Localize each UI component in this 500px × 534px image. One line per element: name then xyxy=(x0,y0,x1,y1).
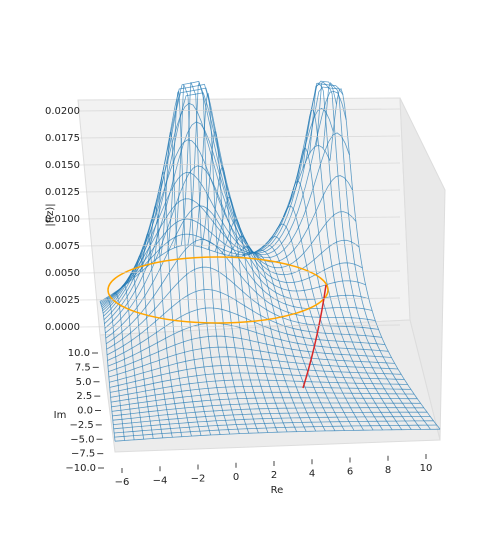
surface-wireframe xyxy=(99,80,441,442)
wire-line xyxy=(329,87,441,430)
wire-line xyxy=(108,346,395,378)
x-axis-label: Re xyxy=(271,485,284,496)
z-tick-label: 0.0150 xyxy=(45,160,80,171)
x-tick-label: −6 xyxy=(115,477,130,488)
wire-line xyxy=(235,246,307,432)
wire-line xyxy=(110,379,408,398)
z-axis-label: |f(z)| xyxy=(45,203,56,226)
path-curve xyxy=(302,284,327,389)
wire-line xyxy=(114,428,441,442)
x-tick-label: 10 xyxy=(420,463,433,474)
wire-line xyxy=(221,219,288,433)
y-tick-label: −10.0 xyxy=(65,463,96,474)
x-tick-label: 4 xyxy=(309,468,315,479)
wire-line xyxy=(113,411,428,425)
x-tick-label: 6 xyxy=(347,467,353,478)
wire-line xyxy=(316,81,422,430)
wire-line xyxy=(322,82,431,430)
wire-line xyxy=(114,420,434,434)
y-tick-label: −7.5 xyxy=(71,449,95,460)
wire-line xyxy=(248,252,326,432)
z-grid-line xyxy=(79,108,401,112)
z-tick-label: 0.0125 xyxy=(45,187,80,198)
x-tick-label: 0 xyxy=(233,472,239,483)
wire-line xyxy=(107,322,389,367)
wire-line xyxy=(113,416,431,430)
y-axis-label: Im xyxy=(54,410,67,421)
z-grid-line xyxy=(79,324,401,328)
z-grid-line xyxy=(79,216,401,220)
z-grid-line xyxy=(79,162,401,166)
z-tick-label: 0.0175 xyxy=(45,133,80,144)
z-tick-label: 0.0050 xyxy=(45,268,80,279)
x-tick-label: 8 xyxy=(385,465,391,476)
y-tick-label: 7.5 xyxy=(75,362,91,373)
y-tick-label: −5.0 xyxy=(70,434,94,445)
z-tick-label: 0.0200 xyxy=(45,106,80,117)
wire-line xyxy=(295,148,393,431)
wire-line xyxy=(109,364,402,388)
z-tick-label: 0.0000 xyxy=(45,322,80,333)
z-tick-label: 0.0100 xyxy=(45,214,80,225)
wire-line xyxy=(110,385,411,403)
wire-line xyxy=(289,180,383,431)
z-tick-label: 0.0075 xyxy=(45,241,80,252)
z-tick-label: 0.0025 xyxy=(45,295,80,306)
wire-line xyxy=(107,307,386,361)
wire-line xyxy=(112,407,424,421)
wire-line xyxy=(268,236,355,431)
wire-line xyxy=(114,424,437,438)
z-grid-line xyxy=(79,189,401,193)
wire-line xyxy=(275,223,364,431)
x-tick-label: −4 xyxy=(153,475,168,486)
z-grid-line xyxy=(79,135,401,139)
wire-line xyxy=(255,249,336,431)
wire-line xyxy=(262,244,345,431)
z-grid-line xyxy=(79,243,401,247)
y-tick-label: 5.0 xyxy=(76,377,92,388)
wire-line xyxy=(108,335,392,372)
y-tick-label: 0.0 xyxy=(77,406,93,417)
y-tick-label: 10.0 xyxy=(68,348,90,359)
wire-line xyxy=(109,356,398,383)
wire-line xyxy=(111,391,415,408)
wire-line xyxy=(112,402,421,417)
wire-line xyxy=(110,372,405,393)
wire-line xyxy=(302,108,403,430)
x-tick-label: 2 xyxy=(271,470,277,481)
y-tick-label: 2.5 xyxy=(76,391,92,402)
z-grid-line xyxy=(79,270,401,274)
contour-circle xyxy=(107,256,329,324)
z-grid-line xyxy=(79,297,401,301)
y-tick-label: −2.5 xyxy=(69,420,93,431)
wire-line xyxy=(282,205,374,431)
wire-line xyxy=(111,397,418,412)
x-tick-label: −2 xyxy=(191,474,206,485)
wire-line xyxy=(309,82,412,430)
